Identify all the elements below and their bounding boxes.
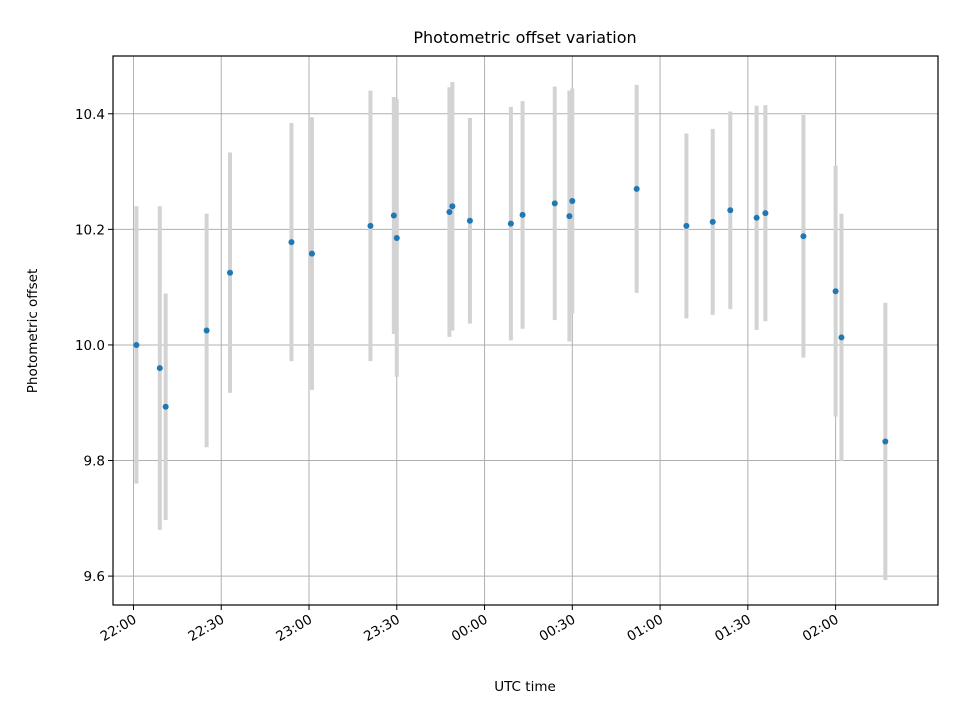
data-point	[569, 198, 576, 205]
data-point	[227, 269, 234, 276]
y-tick-label: 9.8	[84, 454, 105, 470]
y-axis-label: Photometric offset	[25, 269, 41, 393]
data-point	[551, 200, 558, 207]
data-point	[838, 334, 845, 341]
data-point	[709, 218, 716, 225]
data-point	[753, 214, 760, 221]
data-point	[367, 222, 374, 229]
data-point	[832, 288, 839, 295]
data-point	[519, 211, 526, 218]
data-point	[800, 233, 807, 240]
data-point	[308, 250, 315, 257]
x-axis-label: UTC time	[494, 679, 556, 695]
data-point	[466, 217, 473, 224]
y-tick-label: 10.2	[75, 222, 105, 238]
y-tick-label: 9.6	[84, 569, 105, 585]
y-tick-label: 10.0	[75, 338, 105, 354]
plot-frame	[112, 55, 939, 606]
data-point	[393, 235, 400, 242]
data-point	[288, 239, 295, 246]
y-axis-ticks: 9.6 9.8 10.0 10.2 10.4	[75, 107, 113, 585]
data-point	[727, 207, 734, 214]
data-point	[683, 222, 690, 229]
data-point	[203, 327, 210, 334]
data-point	[133, 341, 140, 348]
data-point	[162, 403, 169, 410]
data-point	[446, 209, 453, 216]
data-points	[133, 185, 889, 445]
data-point	[566, 213, 573, 220]
data-point	[507, 220, 514, 227]
data-point	[390, 212, 397, 219]
chart-title: Photometric offset variation	[413, 28, 636, 47]
data-point	[449, 203, 456, 210]
y-tick-label: 10.4	[75, 107, 105, 123]
data-point	[156, 365, 163, 372]
grid	[113, 56, 938, 605]
data-point	[882, 438, 889, 445]
data-point	[762, 210, 769, 217]
data-point	[633, 185, 640, 192]
